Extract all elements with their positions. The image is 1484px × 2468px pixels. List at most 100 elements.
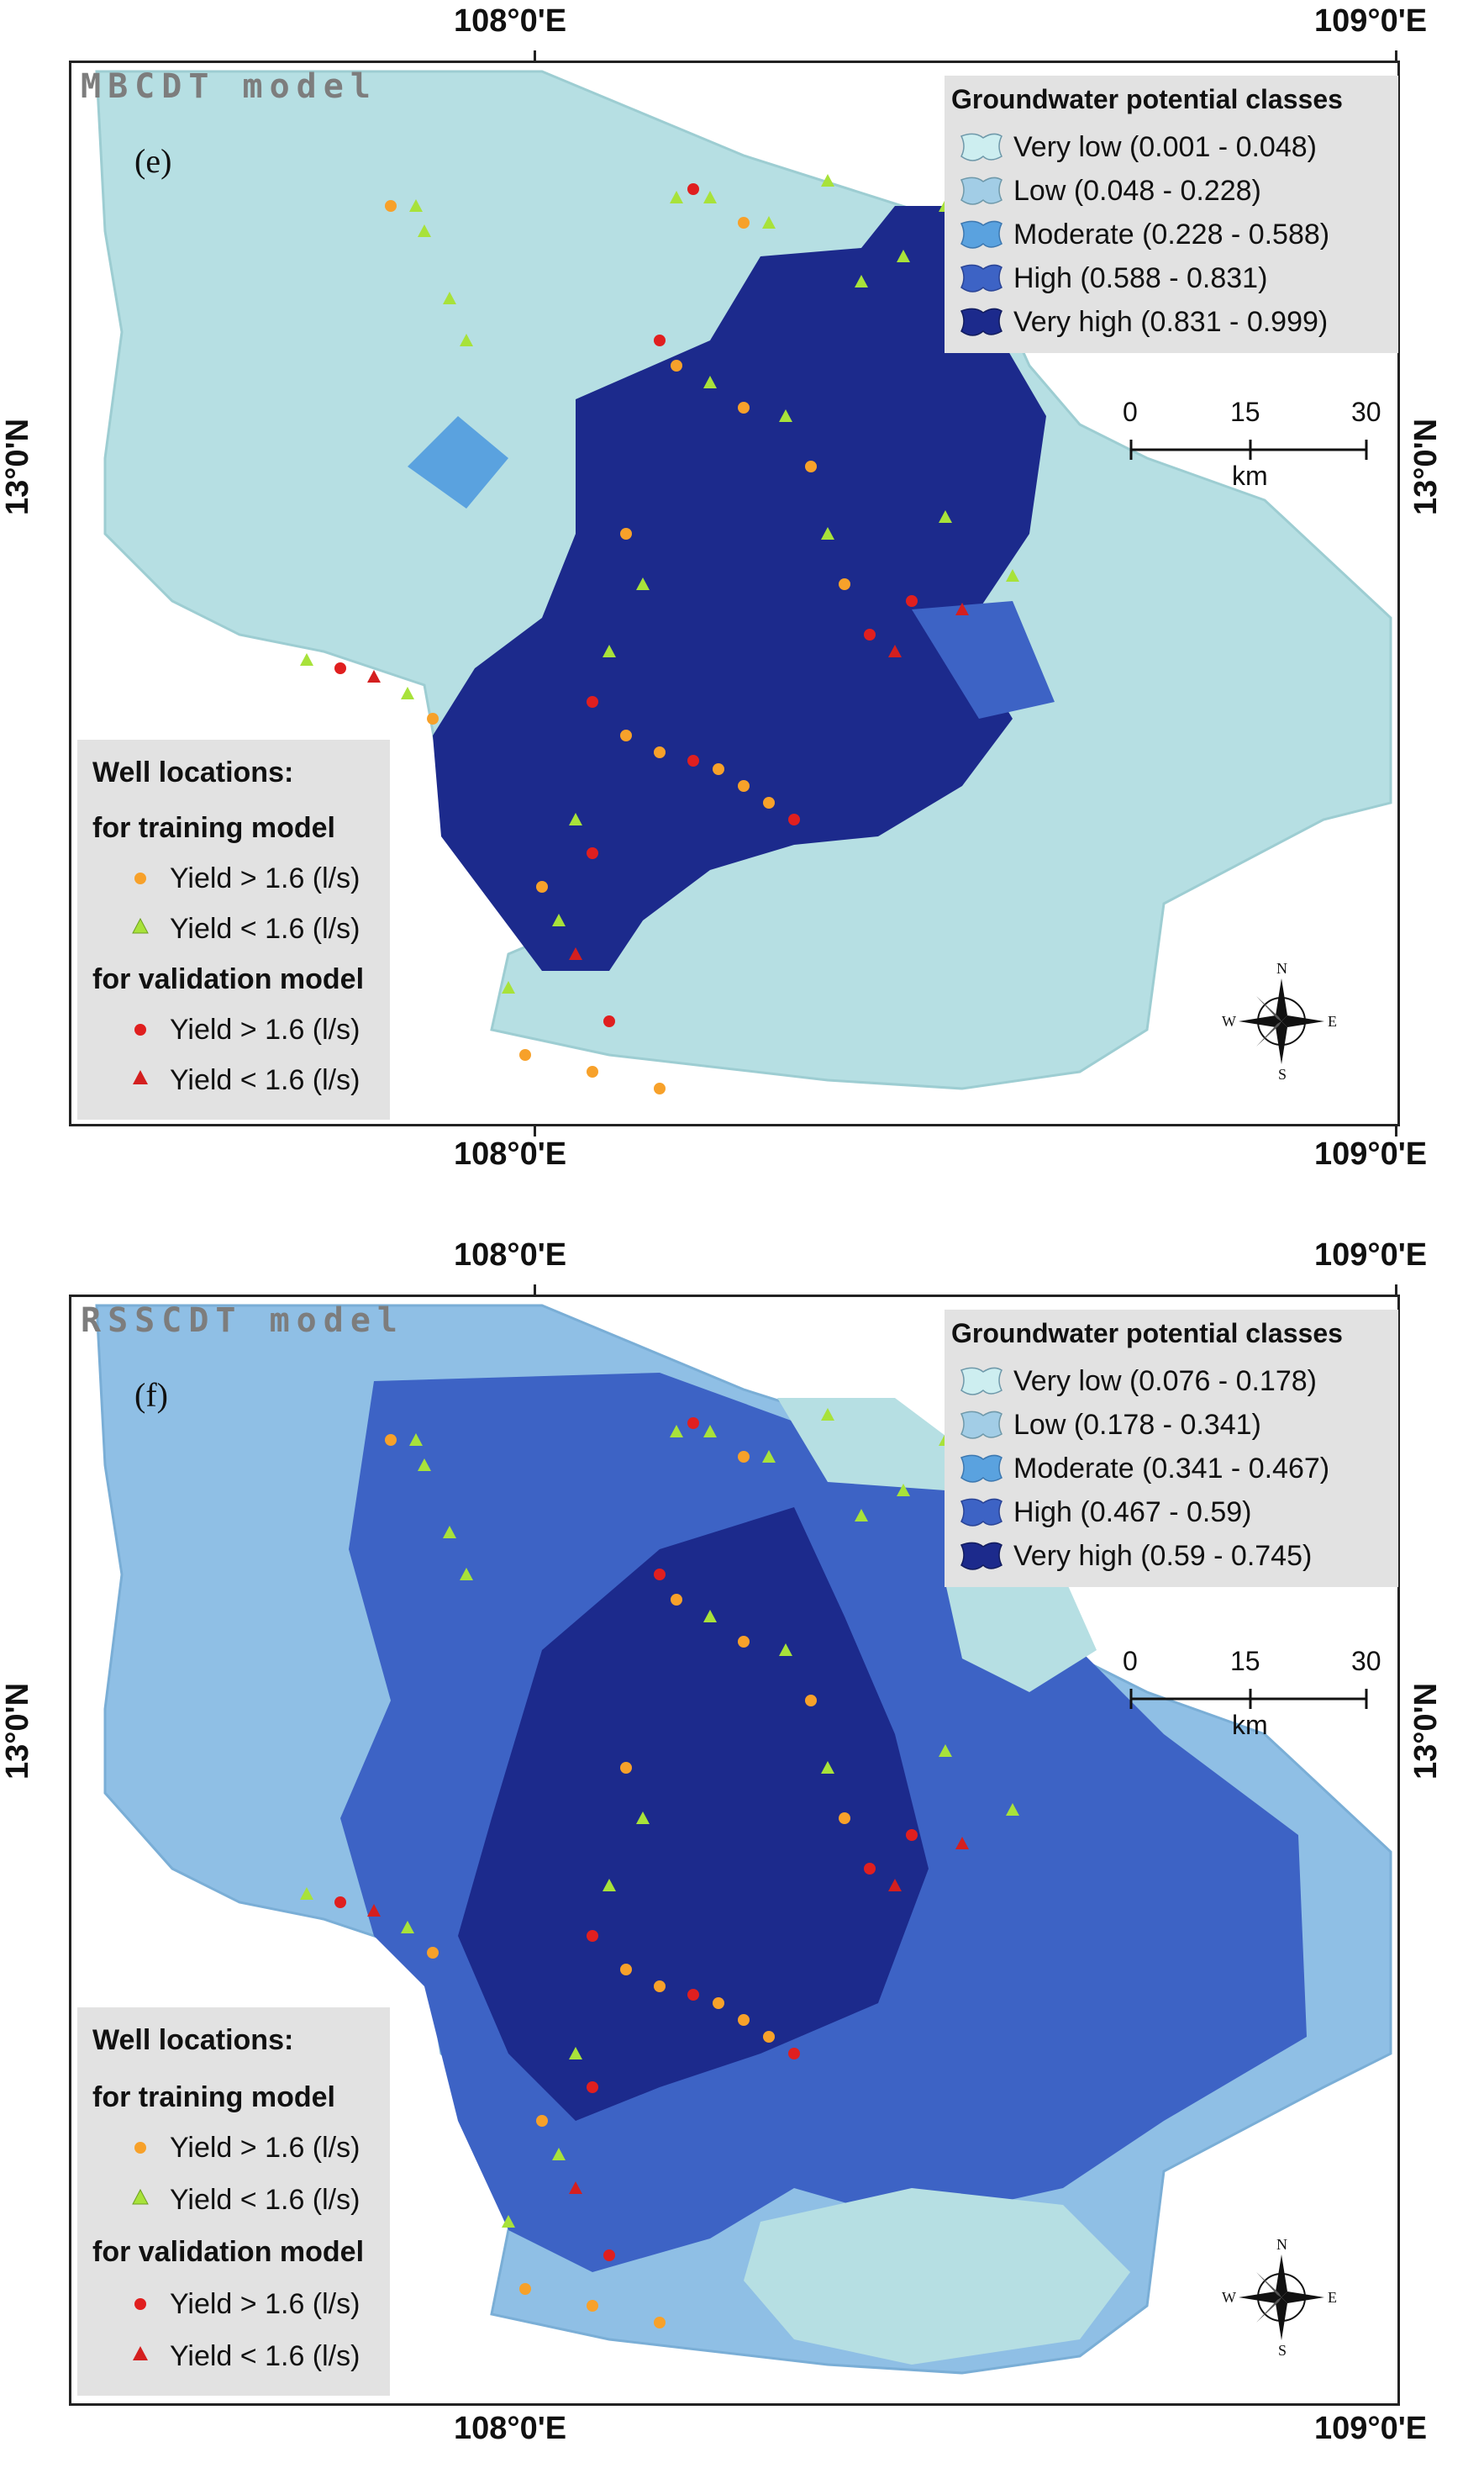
training-heading: for training model (92, 812, 335, 844)
validation-high-well (587, 696, 598, 708)
training-low-well (703, 1610, 717, 1622)
training-low-well (855, 1509, 868, 1521)
lon-label-bottom-right: 109°0'E (1314, 1136, 1428, 1172)
lat-label-right: 13°0'N (1408, 418, 1445, 516)
study-area-moderate-patch (408, 416, 508, 509)
swatch-very-high (960, 308, 1002, 336)
model-title: MBCDT model (81, 67, 377, 106)
class-label: Very high (0.831 - 0.999) (1013, 306, 1329, 338)
scale-unit: km (1232, 1710, 1268, 1740)
training-high-well (713, 763, 724, 775)
classes-legend: Groundwater potential classes Very low (… (945, 76, 1398, 353)
frame-tick (534, 1125, 536, 1136)
training-low-well (409, 1433, 423, 1446)
training-low-well (1006, 1803, 1019, 1816)
class-label: Moderate (0.228 - 0.588) (1013, 219, 1330, 250)
study-area-map (95, 1304, 1392, 2375)
training-low-well (779, 409, 792, 422)
training-high-well (839, 578, 850, 590)
lon-label-bottom-right: 109°0'E (1314, 2411, 1428, 2446)
training-low-well (821, 174, 834, 187)
study-area-very-high (433, 206, 1046, 971)
scale-tick-label: 0 (1123, 397, 1138, 427)
scale-bar-line (1129, 440, 1368, 460)
lat-label-right: 13°0'N (1408, 1682, 1445, 1780)
training-high-well (385, 1434, 397, 1446)
legend-title: Groundwater potential classes (951, 1318, 1343, 1348)
training-low-well (443, 292, 456, 304)
validation-heading: for validation model (92, 963, 365, 995)
class-swatches (960, 1367, 1002, 1570)
validation-high-well (788, 2048, 800, 2059)
class-label: Low (0.178 - 0.341) (1013, 1409, 1261, 1441)
validation-high-well (788, 814, 800, 825)
validation-high-well (864, 1863, 876, 1875)
training-low-well (821, 1408, 834, 1421)
training-high-well (427, 713, 439, 725)
training-low-well (569, 813, 582, 825)
training-high-well (654, 2317, 666, 2328)
training-high-well (654, 1980, 666, 1992)
validation-high-well (654, 335, 666, 346)
validation-high-label: Yield > 1.6 (l/s) (170, 2288, 360, 2320)
validation-low-icon (133, 2346, 148, 2360)
compass-w: W (1222, 1013, 1236, 1030)
scale-tick-label: 30 (1351, 397, 1381, 427)
training-low-well (855, 275, 868, 287)
map-panel-f: 108°0'E 109°0'E 108°0'E 109°0'E 13°0'N 1… (0, 1234, 1484, 2468)
training-high-well (519, 1049, 531, 1061)
training-low-well (418, 1458, 431, 1471)
training-low-well (762, 1450, 776, 1463)
frame-tick (1395, 50, 1397, 62)
training-low-well (821, 527, 834, 540)
swatch-very-high (960, 1542, 1002, 1570)
training-low-well (779, 1643, 792, 1656)
scale-bar-line (1129, 1689, 1368, 1709)
training-low-well (1006, 569, 1019, 582)
study-area-very-high (458, 1507, 929, 2121)
training-high-well (620, 730, 632, 741)
validation-high-well (587, 1930, 598, 1942)
training-low-well (703, 376, 717, 388)
swatch-high (960, 1498, 1002, 1527)
training-high-well (536, 881, 548, 893)
scale-unit: km (1232, 461, 1268, 491)
training-low-well (603, 645, 616, 657)
training-low-well (443, 1526, 456, 1538)
wells-legend: Well locations: for training model Yield… (77, 740, 390, 1120)
study-area-very-low-north (777, 1398, 962, 1490)
validation-low-well (888, 1879, 902, 1891)
well-markers (300, 1408, 1019, 2328)
scale-tick-label: 15 (1230, 1646, 1260, 1676)
training-low-well (897, 250, 910, 262)
training-high-well (839, 1812, 850, 1824)
swatch-moderate (960, 220, 1002, 249)
training-low-well (552, 2148, 566, 2160)
scale-tick-label: 30 (1351, 1646, 1381, 1676)
map-panel-e: 108°0'E 109°0'E 108°0'E 109°0'E 13°0'N 1… (0, 3, 1445, 1172)
training-low-well (300, 1887, 313, 1900)
study-area-moderate-strip (912, 601, 1055, 719)
scale-tick-label: 15 (1230, 397, 1260, 427)
class-label: High (0.588 - 0.831) (1013, 262, 1268, 294)
wells-title: Well locations: (92, 757, 294, 788)
compass-e: E (1328, 2289, 1337, 2306)
lon-label-top-right: 109°0'E (1314, 1237, 1428, 1273)
validation-high-label: Yield > 1.6 (l/s) (170, 1014, 360, 1046)
training-low-label: Yield < 1.6 (l/s) (170, 913, 360, 945)
swatch-low (960, 177, 1002, 205)
swatch-very-low (960, 133, 1002, 161)
training-high-well (738, 780, 750, 792)
training-high-well (738, 1451, 750, 1463)
training-low-well (670, 1425, 683, 1437)
validation-high-icon (134, 1024, 146, 1036)
class-label: High (0.467 - 0.59) (1013, 1496, 1252, 1528)
validation-low-well (955, 603, 969, 615)
training-high-well (805, 1695, 817, 1706)
training-low-well (418, 224, 431, 237)
compass-s: S (1278, 2342, 1287, 2359)
validation-high-well (906, 595, 918, 607)
validation-high-well (587, 847, 598, 859)
training-high-well (427, 1947, 439, 1959)
training-low-well (603, 1879, 616, 1891)
